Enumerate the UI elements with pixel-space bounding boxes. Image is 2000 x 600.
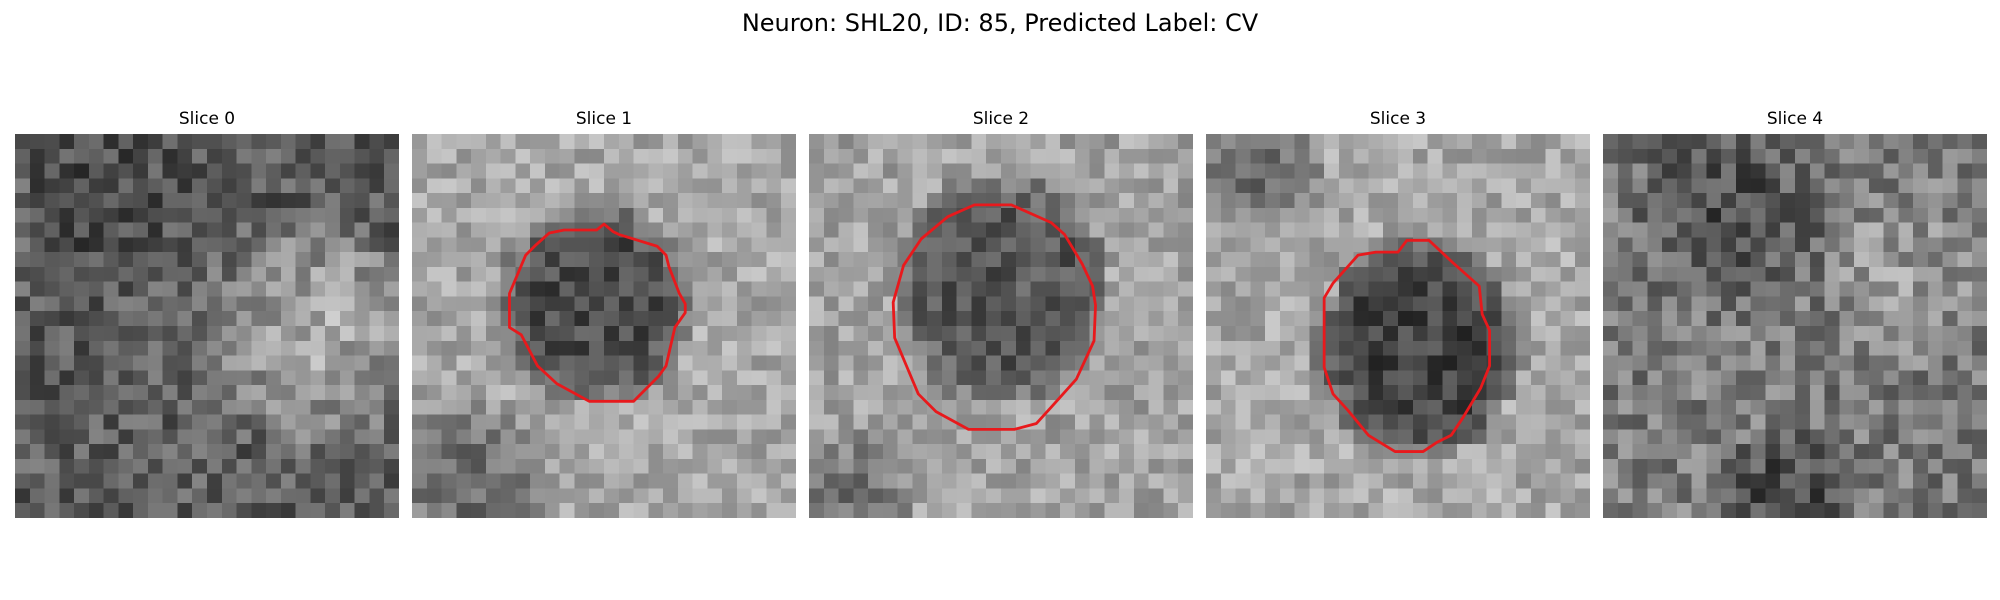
slice-panel-0: Slice 0 — [15, 108, 399, 520]
slice-panel-2: Slice 2 — [809, 108, 1193, 520]
slice-image-1 — [412, 134, 796, 518]
slice-title-1: Slice 1 — [575, 109, 633, 129]
slice-panel-1: Slice 1 — [412, 108, 796, 520]
roi-contour — [1322, 238, 1491, 453]
roi-contour — [508, 222, 687, 403]
slice-image-4 — [1603, 134, 1987, 518]
slice-image-3 — [1206, 134, 1590, 518]
slice-title-3: Slice 3 — [1369, 109, 1427, 129]
slice-image-2 — [809, 134, 1193, 518]
slice-title-0: Slice 0 — [178, 109, 236, 129]
slice-image-0 — [15, 134, 399, 518]
roi-contour — [891, 203, 1097, 431]
slice-title-2: Slice 2 — [972, 109, 1030, 129]
slice-panel-3: Slice 3 — [1206, 108, 1590, 520]
slice-title-4: Slice 4 — [1766, 109, 1824, 129]
figure-title: Neuron: SHL20, ID: 85, Predicted Label: … — [741, 9, 1259, 37]
slice-panel-4: Slice 4 — [1603, 108, 1987, 520]
